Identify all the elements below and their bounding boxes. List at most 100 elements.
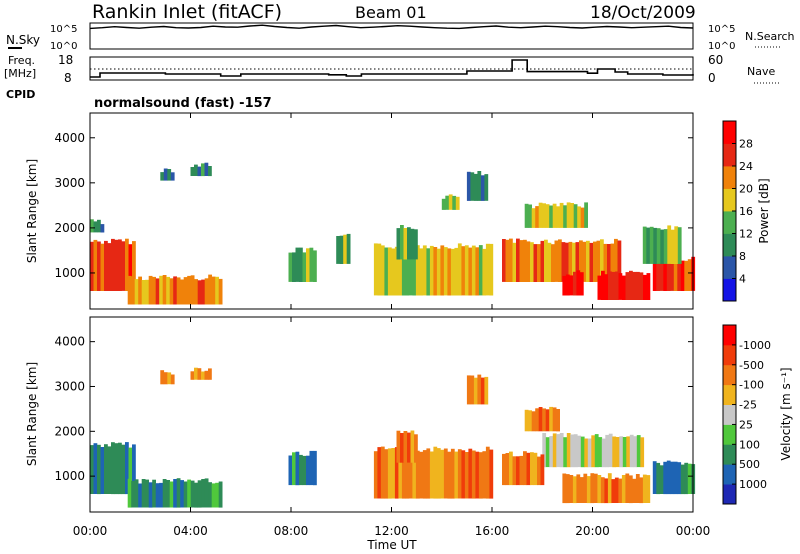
colorbar-tick-label: -25 [739,399,757,412]
echo-cell [639,477,644,504]
echo-cell [660,229,665,264]
echo-cell [622,275,626,300]
power-panel: 1000 2000 3000 4000 Slant Range [km] 4 8 12 16… [25,112,771,310]
echo-cell [646,273,651,300]
echo-cell [618,478,623,503]
echo-cell [597,475,602,504]
echo-cell [339,235,344,264]
echo-cell [677,462,682,495]
echo-cell [183,481,188,508]
echo-cell [461,450,466,499]
freq-label: Freq. [8,54,35,67]
echo-cell [138,276,142,305]
echo-cell [597,275,602,300]
echo-cell [615,271,619,300]
echo-cell [601,270,605,300]
echo-cell [584,438,589,468]
echo-cell [436,248,441,296]
echo-cell [408,244,413,296]
echo-cell [426,448,431,499]
x-tick-label: 00:00 [676,524,711,538]
echo-cell [639,272,644,300]
echo-cell [625,272,630,300]
beam-label: Beam 01 [355,3,427,22]
echo-cell [610,243,615,282]
echo-region-7 [466,374,489,405]
echo-cell [619,436,624,468]
echo-cell [127,478,132,508]
colorbar-tick-label: 25 [739,418,753,431]
echo-region-10 [502,451,545,486]
echo-cell [561,242,566,282]
echo-cell [656,462,661,495]
echo-cell [663,461,668,495]
echo-cell [475,247,480,296]
echo-cell [125,442,129,495]
echo-cell [166,276,170,305]
echo-cell [653,227,658,264]
echo-cell [134,479,139,508]
nave-tick-top: 60 [708,53,723,67]
colorbar-swatch [723,384,736,405]
echo-cell [570,434,575,468]
echo-cell [509,238,513,282]
echo-cell [556,434,561,468]
echo-cell [605,434,610,468]
echo-region-11 [562,473,651,504]
colorbar-frame [722,324,737,505]
echo-cell [410,228,415,260]
echo-cell [170,374,175,385]
echo-cell [576,270,581,296]
echo-cell [656,228,661,264]
echo-cell [614,238,618,282]
echo-cell [197,280,202,305]
echo-cell [204,162,209,176]
echo-cell [554,240,559,282]
echo-cell [433,446,438,499]
colorbar-swatch [723,188,736,212]
echo-cell [190,371,195,380]
echo-cell [128,447,133,495]
echo-cell [666,259,671,291]
x-tick-label: 08:00 [274,524,309,538]
echo-cell [649,226,654,264]
echo-cell [201,371,205,380]
echo-cell [90,445,94,494]
echo-cell [563,437,568,468]
echo-cell [505,239,510,282]
echo-cell [100,243,105,291]
echo-cell [403,228,408,260]
echo-cell [148,275,153,305]
echo-cell [551,244,555,282]
x-tick-label: 00:00 [73,524,108,538]
echo-cell [398,446,403,499]
echo-cell [145,279,149,305]
echo-region-16 [642,225,682,264]
echo-cell [528,410,532,432]
echo-cell [134,279,139,305]
echo-cell [523,451,527,486]
echo-cell [204,370,209,380]
echo-cell [104,240,108,291]
echo-cell [464,245,469,296]
echo-cell [586,240,590,282]
echo-cell [419,451,424,499]
echo-cell [542,203,546,228]
colorbar-swatch [723,344,736,366]
echo-cell [457,243,462,296]
noise-left-tick-top: 10^5 [50,24,77,35]
colorbar-swatch [723,278,736,302]
echo-cell [448,194,453,210]
echo-region-5 [373,446,494,499]
echo-cell [565,274,570,296]
echo-cell [387,448,392,499]
echo-cell [415,245,420,296]
time-x-ticks: 00:00 04:00 08:00 12:00 16:00 20:00 00:00 [73,113,711,538]
echo-cell [562,473,567,504]
echo-region-8 [396,225,418,260]
echo-cell [629,434,634,468]
echo-cell [443,448,448,499]
colorbar-tick-label: -1000 [739,339,771,352]
frequency-panel: Freq. [MHz] 18 8 60 0 Nave CPID [4,53,780,101]
echo-region-6 [396,430,418,463]
